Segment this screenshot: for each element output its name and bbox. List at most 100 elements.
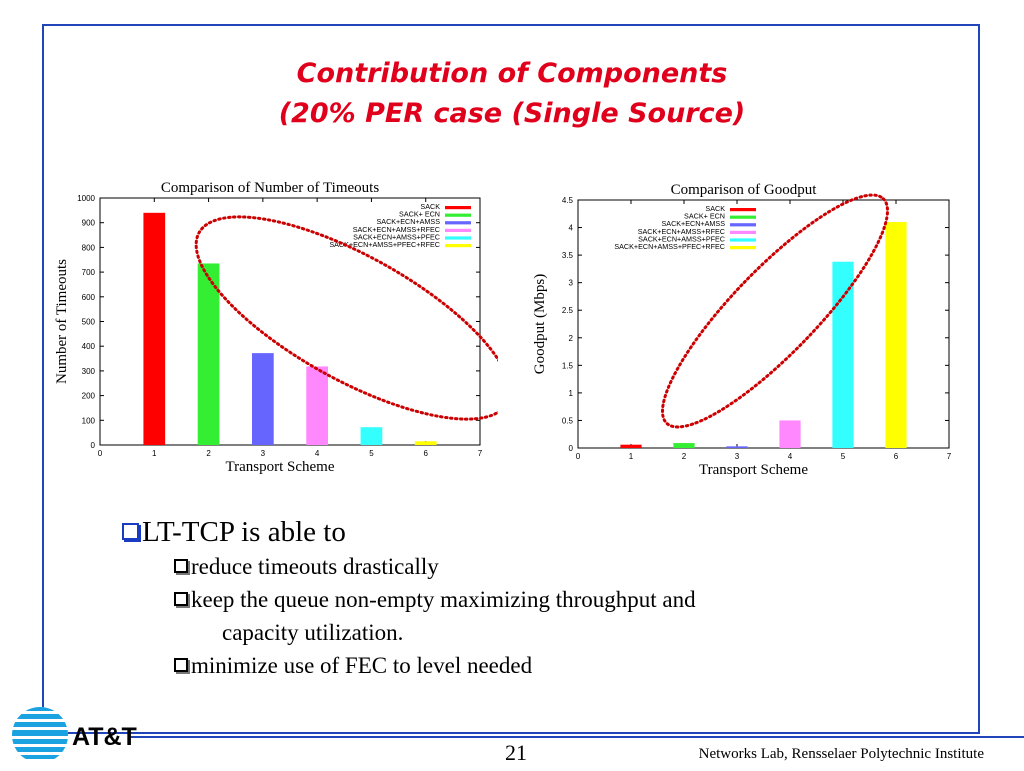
legend-label: SACK+ECN+AMSS+RFEC [638,227,725,236]
legend-label: SACK+ ECN [684,212,725,221]
legend-swatch [730,208,756,212]
checkbox-bullet-icon [174,592,188,606]
att-logo: AT&T [10,704,140,771]
y-axis-label: Goodput (Mbps) [532,274,548,374]
bar-sack [143,212,166,445]
legend-label: SACK [420,202,440,211]
bullet-sub-2-continued: capacity utilization. [122,616,696,649]
legend-label: SACK+ ECN [399,210,440,219]
legend-swatch [445,213,471,217]
y-tick-label: 2.5 [562,306,574,315]
legend-label: SACK+ECN+AMSS+PFEC [638,234,725,243]
y-tick-label: 0 [91,441,96,450]
bar-sack-ecn-amss-rfec [779,420,801,448]
y-axis-label: Number of Timeouts [54,259,70,384]
checkbox-bullet-icon [174,658,188,672]
timeouts-chart-svg: Comparison of Number of Timeouts 0 100 200 3… [54,180,498,475]
x-tick-label: 7 [478,449,483,458]
y-tick-label: 200 [82,392,96,401]
legend-label: SACK+ECN+AMSS+PFEC+RFEC [614,242,725,251]
y-tick-label: 500 [82,318,96,327]
legend-swatch [445,206,471,210]
y-tick-label: 0.5 [562,416,574,425]
x-tick-label: 5 [841,452,846,461]
checkbox-bullet-icon [174,559,188,573]
x-tick-label: 2 [682,452,687,461]
y-tick-label: 3 [569,279,574,288]
y-tick-label: 1.5 [562,361,574,370]
att-logo-text: AT&T [72,723,137,751]
x-tick-label: 0 [576,452,581,461]
highlight-ellipse [661,193,889,429]
x-tick-label: 0 [98,449,103,458]
bar-sack-ecn-amss [726,446,748,448]
legend-swatch [730,223,756,227]
bullet-sub-1-text: reduce timeouts drastically [191,554,439,579]
highlight-ellipse [194,215,498,421]
bullet-main-text: LT-TCP is able to [142,516,346,548]
y-tick-label: 300 [82,367,96,376]
x-tick-label: 7 [947,452,952,461]
x-tick-label: 4 [788,452,793,461]
y-tick-label: 800 [82,243,96,252]
bullet-sub-2-text: keep the queue non-empty maximizing thro… [191,587,696,612]
legend-label: SACK+ECN+AMSS [661,219,725,228]
x-tick-label: 1 [152,449,157,458]
y-tick-label: 100 [82,416,96,425]
legend-swatch [445,236,471,240]
chart-title: Comparison of Number of Timeouts [161,180,379,196]
y-tick-label: 1000 [77,194,95,203]
plot-frame [577,199,950,449]
x-tick-label: 1 [629,452,634,461]
goodput-chart: Comparison of Goodput 0 0.5 1 1.5 2 2.5 3 3.5 4 4.… [530,178,960,480]
x-tick-label: 2 [206,449,211,458]
bullet-main: LT-TCP is able to [122,514,696,550]
y-tick-label: 0 [569,444,574,453]
bullet-sub-3: minimize use of FEC to level needed [122,649,696,682]
title-line-1: Contribution of Components [296,58,728,89]
x-tick-label: 6 [894,452,899,461]
legend-label: SACK+ECN+AMSS+RFEC [353,225,440,234]
legend-label: SACK+ECN+AMSS+PFEC+RFEC [329,240,440,249]
goodput-chart-svg: Comparison of Goodput 0 0.5 1 1.5 2 2.5 3 3.5 4 4.… [532,182,952,478]
bullet-sub-2-cont-text: capacity utilization. [222,620,404,645]
y-tick-label: 900 [82,219,96,228]
legend-swatch [730,230,756,234]
x-tick-label: 3 [735,452,740,461]
legend-label: SACK [705,204,725,213]
y-tick-label: 3.5 [562,251,574,260]
legend-swatch [730,246,756,250]
legend-swatch [730,238,756,242]
bar-sack-ecn-amss-pfec-rfec [414,441,437,445]
legend-swatch [445,244,471,248]
bullet-sub-1: reduce timeouts drastically [122,550,696,583]
y-tick-label: 700 [82,268,96,277]
footer-rule [130,736,1024,738]
bar-sack-ecn-amss-pfec [360,427,383,445]
bullet-sub-3-text: minimize use of FEC to level needed [191,653,533,678]
bar-sack [620,444,642,448]
page-number: 21 [505,740,527,765]
x-axis-label: Transport Scheme [699,462,808,478]
bar-sack-ecn-amss-pfec-rfec [885,222,907,448]
x-tick-label: 6 [423,449,428,458]
timeouts-chart: Comparison of Number of Timeouts 0 100 200 3… [48,174,498,476]
legend-label: SACK+ECN+AMSS [376,217,440,226]
title-line-2: (20% PER case (Single Source) [278,98,746,129]
chart-title: Comparison of Goodput [671,182,818,198]
x-tick-label: 3 [261,449,266,458]
x-tick-label: 5 [369,449,374,458]
bar-sack-ecn [197,263,220,445]
x-tick-label: 4 [315,449,320,458]
legend-swatch [730,215,756,219]
legend-label: SACK+ECN+AMSS+PFEC [353,232,440,241]
legend-swatch [445,228,471,232]
bar-sack-ecn [673,443,695,448]
y-tick-label: 600 [82,293,96,302]
y-tick-label: 1 [569,389,574,398]
y-tick-label: 400 [82,342,96,351]
y-tick-label: 4.5 [562,196,574,205]
y-tick-label: 4 [569,224,574,233]
footer-text: Networks Lab, Rensselaer Polytechnic Ins… [698,746,984,762]
bar-sack-ecn-amss-rfec [306,366,328,445]
